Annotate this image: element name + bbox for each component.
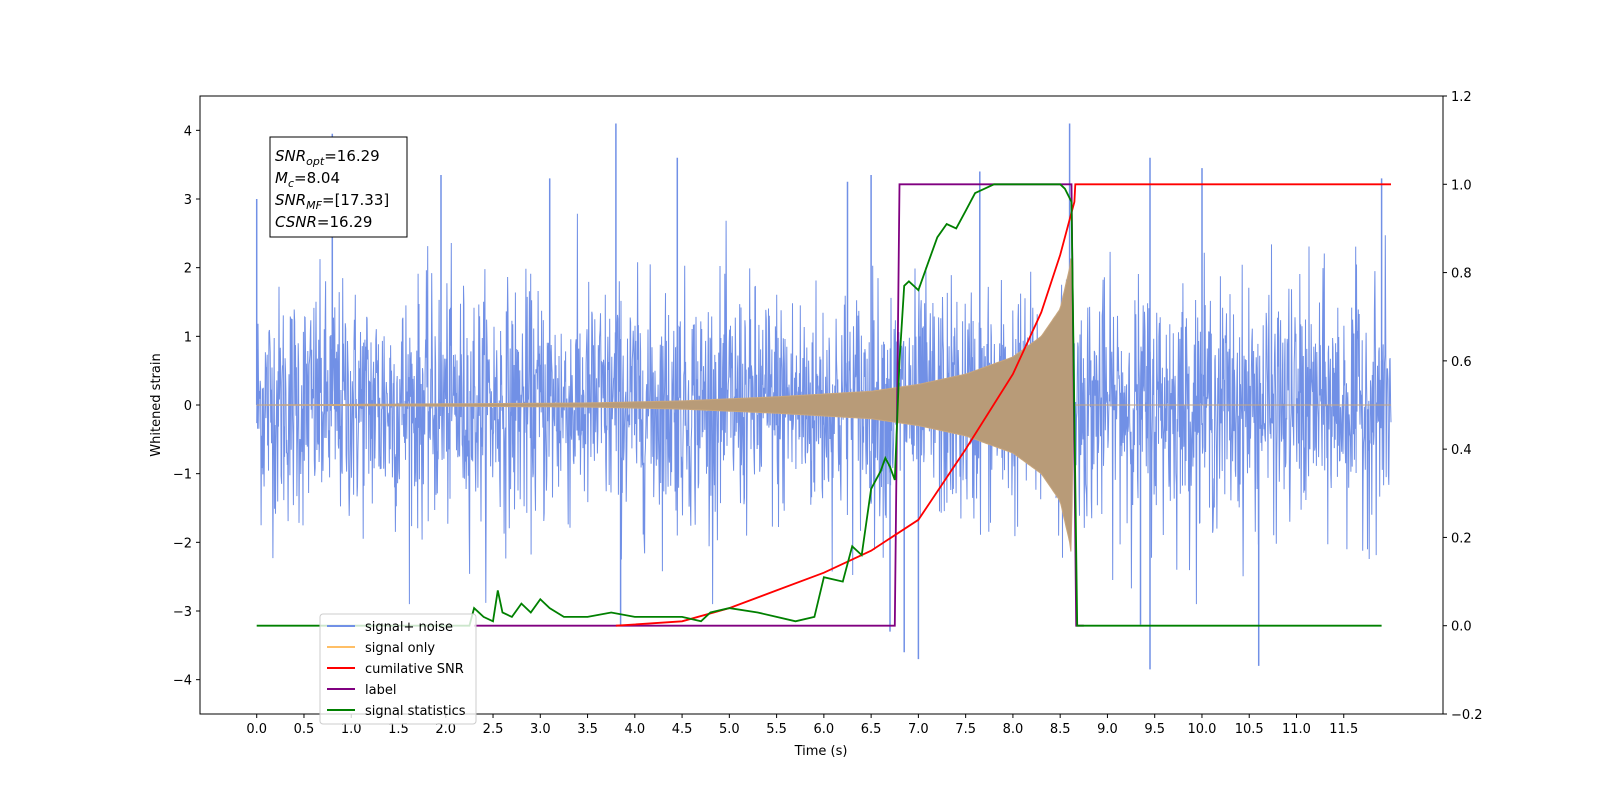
x-tick-label: 0.0 <box>246 722 267 737</box>
x-tick-label: 9.5 <box>1144 722 1165 737</box>
legend-label: label <box>365 683 396 698</box>
x-tick-label: 9.0 <box>1097 722 1118 737</box>
annotation-box-frame <box>269 136 408 238</box>
annotation-line: SNRMF=[17.33] <box>275 191 389 212</box>
y-tick-label: 1 <box>184 330 192 345</box>
x-tick-label: 3.5 <box>577 722 598 737</box>
series-signal-only-fill <box>256 258 1392 552</box>
x-tick-label: 2.5 <box>483 722 504 737</box>
y-right-tick-label: 0.6 <box>1451 355 1472 370</box>
x-tick-label: 11.0 <box>1282 722 1311 737</box>
legend-label: cumilative SNR <box>365 662 464 677</box>
legend-frame <box>319 613 477 725</box>
x-axis-title: Time (s) <box>794 744 848 759</box>
x-tick-label: 5.5 <box>766 722 787 737</box>
x-tick-label: 5.0 <box>719 722 740 737</box>
x-tick-label: 11.5 <box>1329 722 1358 737</box>
x-tick-label: 4.5 <box>672 722 693 737</box>
y-tick-label: −4 <box>173 674 192 689</box>
series-signal-statistics-line <box>256 183 1382 627</box>
x-tick-label: 8.0 <box>1003 722 1024 737</box>
x-tick-label: 10.5 <box>1235 722 1264 737</box>
x-tick-label: 3.0 <box>530 722 551 737</box>
y-tick-label: 0 <box>184 399 192 414</box>
y-tick-label: −1 <box>173 468 192 483</box>
y-tick-label: 3 <box>184 193 192 208</box>
x-tick-label: 1.5 <box>388 722 409 737</box>
y-right-tick-label: 0.2 <box>1451 531 1472 546</box>
x-tick-label: 6.0 <box>814 722 835 737</box>
x-tick-label: 0.5 <box>294 722 315 737</box>
x-tick-label: 7.0 <box>908 722 929 737</box>
axes-layer: 0.0 0.5 1.0 1.5 2.0 2.5 3.0 3.5 4.0 4.5 5.0 5.5 6.0 6… <box>173 90 1483 737</box>
y-right-tick-label: 0.8 <box>1451 267 1472 282</box>
x-tick-label: 10.0 <box>1187 722 1216 737</box>
annotation-line: CSNR=16.29 <box>275 213 372 231</box>
y-right-tick-label: 1.0 <box>1451 178 1472 193</box>
y-axis-title: Whitened strain <box>149 353 164 456</box>
x-tick-label: 1.0 <box>341 722 362 737</box>
legend-label: signal statistics <box>365 704 466 719</box>
series-cumulative-snr-line <box>615 183 1391 627</box>
stats-annotation-box: SNRopt=16.29Mc=8.04SNRMF=[17.33]CSNR=16.… <box>269 136 408 238</box>
series-layer <box>255 123 1392 670</box>
legend-item: cumilative SNR <box>327 662 464 677</box>
legend-item: label <box>327 683 396 698</box>
y-tick-label: 2 <box>184 262 192 277</box>
x-tick-label: 6.5 <box>861 722 882 737</box>
legend-label: signal only <box>365 641 435 656</box>
y-tick-label: 4 <box>184 124 192 139</box>
y-tick-label: −3 <box>173 605 192 620</box>
y-right-tick-label: 1.2 <box>1451 90 1472 105</box>
series-signal-only-lower <box>256 404 1391 552</box>
legend-item: signal+ noise <box>327 620 453 635</box>
x-tick-label: 2.0 <box>435 722 456 737</box>
annotation-line: Mc=8.04 <box>275 169 340 190</box>
x-tick-label: 4.0 <box>624 722 645 737</box>
y-tick-label: −2 <box>173 536 192 551</box>
x-tick-label: 7.5 <box>955 722 976 737</box>
x-tick-label: 8.5 <box>1050 722 1071 737</box>
legend-item: signal only <box>327 641 435 656</box>
y-right-tick-label: 0.4 <box>1451 443 1472 458</box>
y-right-tick-label: 0.0 <box>1451 620 1472 635</box>
annotation-line: SNRopt=16.29 <box>275 147 380 168</box>
legend-label: signal+ noise <box>365 620 453 635</box>
legend-item: signal statistics <box>327 704 466 719</box>
legend: signal+ noise signal only cumilative SNR la… <box>319 613 477 725</box>
y-right-tick-label: −0.2 <box>1451 708 1483 723</box>
